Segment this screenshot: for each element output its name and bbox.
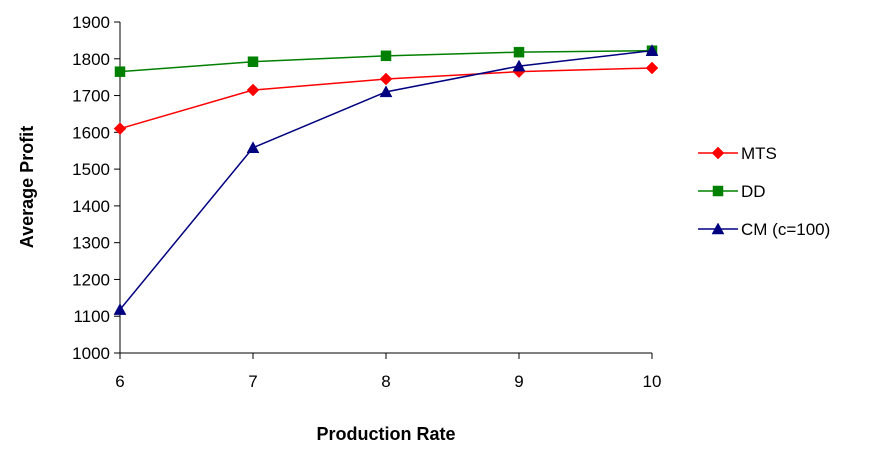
y-tick-label: 1900 [72,13,110,32]
legend: MTS DD CM (c=100) [698,144,830,239]
legend-label: MTS [741,144,777,163]
axes: 1000 1100 1200 1300 1400 1500 1600 1700 1800 1900… [72,13,661,391]
x-tick-label: 10 [643,372,662,391]
data-point [380,50,392,62]
data-point [247,56,259,67]
series-lines [113,44,659,315]
y-tick-label: 1100 [73,307,110,326]
data-point [513,46,525,58]
y-tick-label: 1300 [72,234,110,253]
y-axis-title: Average Profit [17,126,37,248]
data-point [246,83,260,97]
y-tick-label: 1200 [72,270,110,289]
x-tick-label: 6 [115,372,124,391]
legend-label: DD [741,182,766,201]
series-0 [113,61,659,136]
data-point [512,59,526,72]
y-tick-label: 1500 [72,160,110,179]
legend-marker [711,146,725,160]
y-tick-label: 1600 [72,123,110,142]
data-point [113,122,127,136]
y-tick-label: 1800 [72,50,110,69]
data-point [246,141,260,154]
legend-marker [711,222,725,235]
y-tick-label: 1400 [72,197,110,216]
y-tick-label: 1700 [72,87,110,106]
data-point [379,72,393,86]
x-axis-title: Production Rate [316,424,455,444]
legend-item: DD [698,182,766,201]
x-tick-label: 8 [381,372,390,391]
x-tick-label: 9 [514,372,523,391]
series-1 [114,45,658,77]
series-2 [113,44,659,315]
legend-label: CM (c=100) [741,220,830,239]
data-point [113,303,127,315]
data-point [645,61,659,75]
y-tick-label: 1000 [72,344,110,363]
legend-item: CM (c=100) [698,220,830,239]
data-point [645,44,659,56]
data-point [114,66,126,77]
legend-item: MTS [698,144,777,163]
x-tick-label: 7 [248,372,257,391]
data-point [379,85,393,98]
legend-marker [712,185,724,197]
